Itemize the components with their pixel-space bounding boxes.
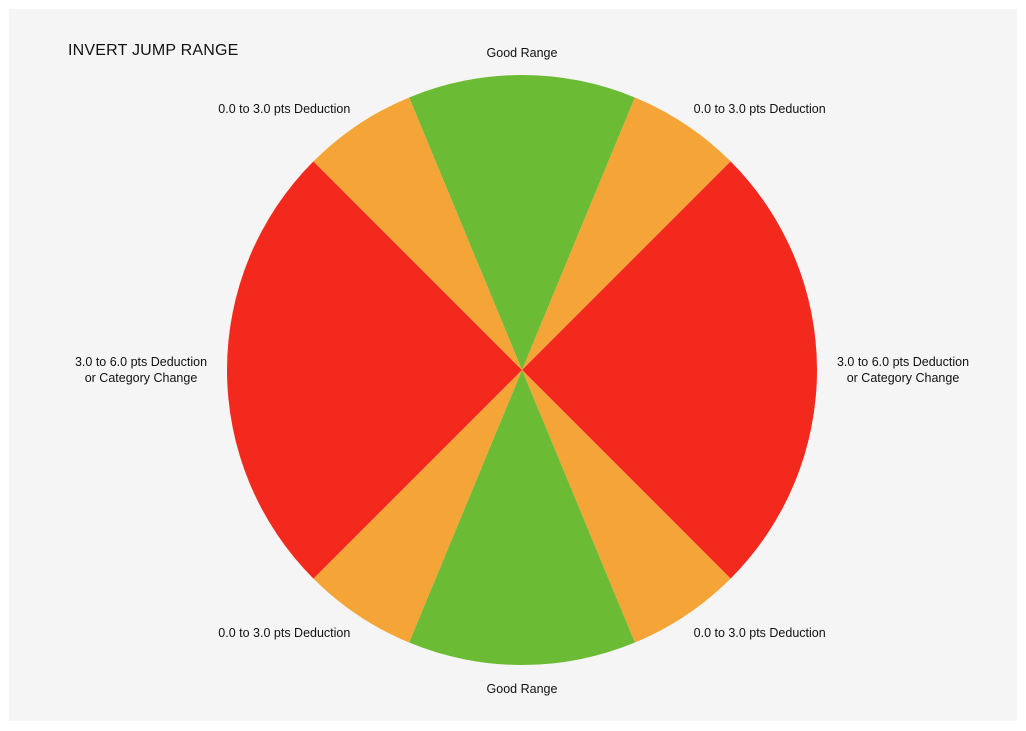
pie-slice-6 [227,161,523,579]
pie-slice-1 [522,97,731,370]
slice-label-7: 0.0 to 3.0 pts Deduction [218,102,350,116]
slice-label-4: Good Range [487,682,558,696]
slice-label-line: 0.0 to 3.0 pts Deduction [694,102,826,116]
pie-slice-4 [409,370,635,665]
slice-label-line: Good Range [487,682,558,696]
chart-title: INVERT JUMP RANGE [68,42,239,59]
slice-label-line: or Category Change [847,371,960,385]
slice-label-5: 0.0 to 3.0 pts Deduction [218,626,350,640]
slice-label-3: 0.0 to 3.0 pts Deduction [694,626,826,640]
pie-slice-5 [313,370,522,643]
pie-slice-3 [522,370,731,643]
slice-label-1: 0.0 to 3.0 pts Deduction [694,102,826,116]
slice-label-line: Good Range [487,46,558,60]
slice-label-line: 0.0 to 3.0 pts Deduction [218,626,350,640]
slice-label-line: 0.0 to 3.0 pts Deduction [218,102,350,116]
slice-label-2: 3.0 to 6.0 pts Deduction or Category Chan… [837,355,969,385]
slice-label-0: Good Range [487,46,558,60]
pie-slice-7 [313,97,522,370]
slice-label-line: or Category Change [85,371,198,385]
pie-slice-0 [409,75,635,371]
slice-label-line: 0.0 to 3.0 pts Deduction [694,626,826,640]
slice-label-line: 3.0 to 6.0 pts Deduction [837,355,969,369]
slice-label-6: 3.0 to 6.0 pts Deduction or Category Chan… [75,355,207,385]
pie-slice-2 [522,161,817,579]
slice-label-line: 3.0 to 6.0 pts Deduction [75,355,207,369]
